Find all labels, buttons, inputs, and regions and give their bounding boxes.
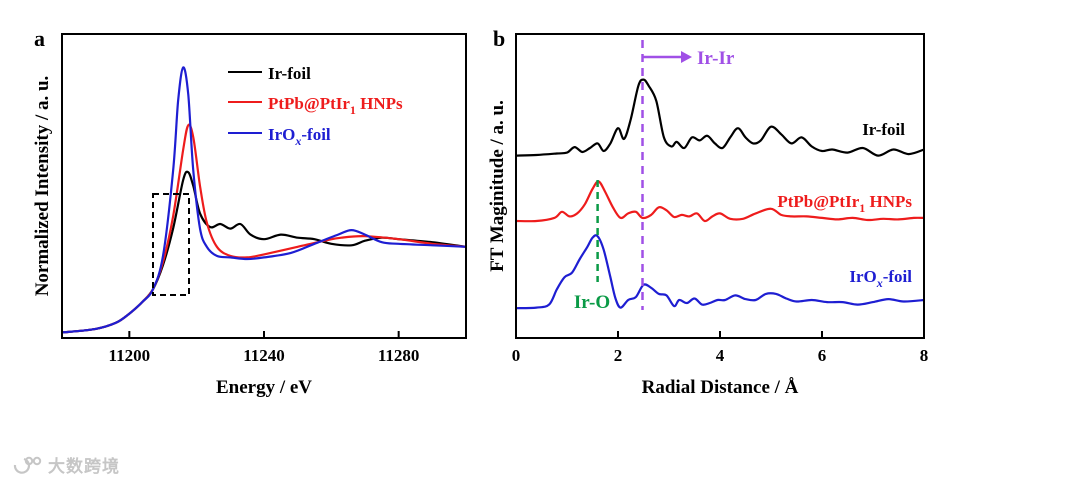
panel-a-x-tick-label-2: 11240: [243, 346, 285, 365]
legend-label-irox: IrOx-foil: [268, 125, 331, 148]
panel-b-x-tick-label-4: 6: [818, 346, 827, 365]
panel-b-x-tick-label-1: 0: [512, 346, 521, 365]
series-label-ptpb: PtPb@PtIr1 HNPs: [777, 192, 912, 215]
panel-b-x-tick-label-3: 4: [716, 346, 725, 365]
panel-b-x-tick-label-2: 2: [614, 346, 623, 365]
panel-b-ticks: 0 2 4 6 8: [512, 331, 929, 365]
panel-a-ticks: 11200 11240 11280: [109, 331, 420, 365]
watermark: 大数跨境: [10, 452, 120, 477]
panel-a-legend: Ir-foil PtPb@PtIr1 HNPs IrOx-foil: [228, 64, 403, 148]
legend-label-ptpb: PtPb@PtIr1 HNPs: [268, 94, 403, 117]
legend-label-ir-foil: Ir-foil: [268, 64, 311, 83]
series-label-irox: IrOx-foil: [849, 267, 912, 290]
watermark-text: 大数跨境: [48, 457, 120, 477]
panel-a-axes-frame: [61, 33, 467, 339]
ir-ir-label: Ir-Ir: [697, 48, 735, 69]
panel-b-label: b: [493, 26, 505, 51]
panel-b-x-axis-label: Radial Distance / Å: [642, 377, 799, 398]
panel-a-y-axis-label: Normalized Intensity / a. u.: [32, 76, 53, 297]
panel-a-edge-highlight-box: [152, 193, 190, 296]
panel-a-x-tick-label-1: 11200: [109, 346, 151, 365]
ir-o-label: Ir-O: [574, 292, 610, 313]
panel-b-series-line-2: [515, 180, 925, 223]
panel-b-series-line-3: [515, 234, 925, 310]
series-label-ir-foil: Ir-foil: [862, 120, 905, 139]
panel-b-x-tick-label-5: 8: [920, 346, 929, 365]
panel-a-series-line-1: [61, 170, 467, 334]
ir-ir-arrow-head: [681, 51, 692, 63]
panel-a-series-line-3: [61, 66, 467, 334]
panel-b-series-group: [515, 78, 925, 310]
watermark-logo-icon: [13, 456, 42, 474]
panel-a-x-axis-label: Energy / eV: [216, 377, 312, 398]
panel-a-series-line-2: [61, 123, 467, 334]
panel-b-series-line-1: [515, 78, 925, 157]
panel-a-label: a: [34, 26, 45, 51]
panel-a-series-group: [61, 66, 467, 334]
panel-b: b 0 2 4 6 8 Ir-Ir Ir-O Ir-foil PtPb@PtIr1 HN…: [487, 26, 928, 398]
panel-a: a 11200 11240 11280 Ir-foil PtPb@PtIr1 HNP…: [32, 26, 467, 398]
panel-b-y-axis-label: FT Maginitude / a. u.: [487, 100, 508, 272]
panel-a-x-tick-label-3: 11280: [378, 346, 420, 365]
